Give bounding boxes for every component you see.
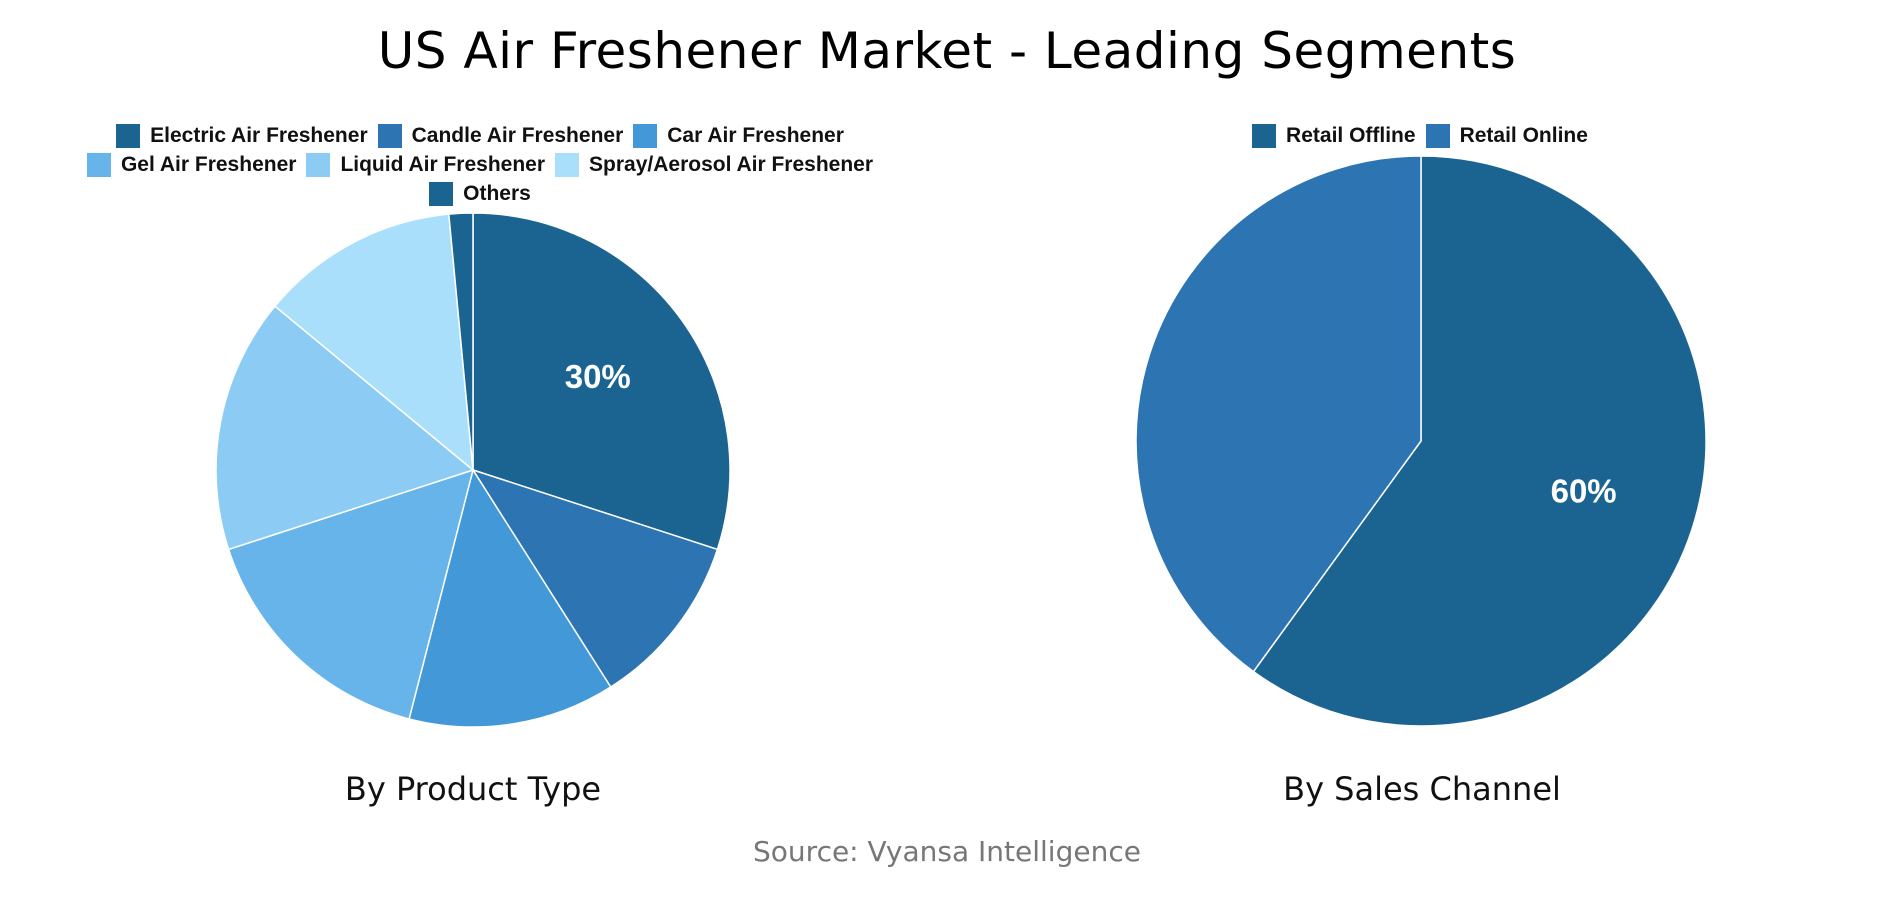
legend-product-type: Electric Air Freshener Candle Air Freshen… <box>40 124 920 211</box>
data-label: 60% <box>1551 473 1617 510</box>
legend-label: Car Air Freshener <box>667 124 844 147</box>
legend-item: Car Air Freshener <box>633 124 844 148</box>
legend-swatch <box>377 124 402 148</box>
pie-slice <box>471 468 719 689</box>
legend-swatch <box>86 153 111 177</box>
pie-slice <box>227 468 475 720</box>
source-note: Source: Vyansa Intelligence <box>753 835 1141 868</box>
caption-product-type: By Product Type <box>344 770 602 808</box>
legend-item: Gel Air Freshener <box>86 153 297 177</box>
legend-item: Liquid Air Freshener <box>306 153 545 177</box>
caption-sales-channel: By Sales Channel <box>1283 770 1561 808</box>
legend-label: Retail Offline <box>1286 124 1416 147</box>
legend-swatch <box>116 124 141 148</box>
chart-title: US Air Freshener Market - Leading Segmen… <box>377 22 1517 80</box>
legend-label: Others <box>463 182 531 205</box>
legend-label: Spray/Aerosol Air Freshener <box>589 153 874 176</box>
legend-swatch <box>1252 124 1277 148</box>
legend-label: Electric Air Freshener <box>150 124 368 147</box>
pie-slice <box>472 212 731 551</box>
legend-item: Spray/Aerosol Air Freshener <box>555 153 873 177</box>
pie-slice <box>1135 155 1422 673</box>
pie-slice <box>408 468 612 728</box>
legend-item: Candle Air Freshener <box>377 124 624 148</box>
legend-label: Gel Air Freshener <box>120 153 297 176</box>
pie-slice <box>1252 155 1707 727</box>
pie-slice <box>273 213 474 472</box>
legend-item: Others <box>429 182 531 206</box>
pie-slice <box>215 305 475 551</box>
legend-label: Liquid Air Freshener <box>340 153 546 176</box>
legend-item: Retail Offline <box>1252 124 1416 148</box>
pie-slice <box>447 212 474 471</box>
legend-item: Electric Air Freshener <box>116 124 368 148</box>
legend-label: Candle Air Freshener <box>411 124 624 147</box>
legend-swatch <box>306 153 331 177</box>
legend-label: Retail Online <box>1459 124 1588 147</box>
legend-swatch <box>429 182 454 206</box>
legend-swatch <box>1425 124 1450 148</box>
legend-swatch <box>555 153 580 177</box>
legend-swatch <box>633 124 658 148</box>
legend-item: Retail Online <box>1425 124 1588 148</box>
data-label: 30% <box>565 358 631 395</box>
legend-sales-channel: Retail Offline Retail Online <box>1180 124 1660 153</box>
